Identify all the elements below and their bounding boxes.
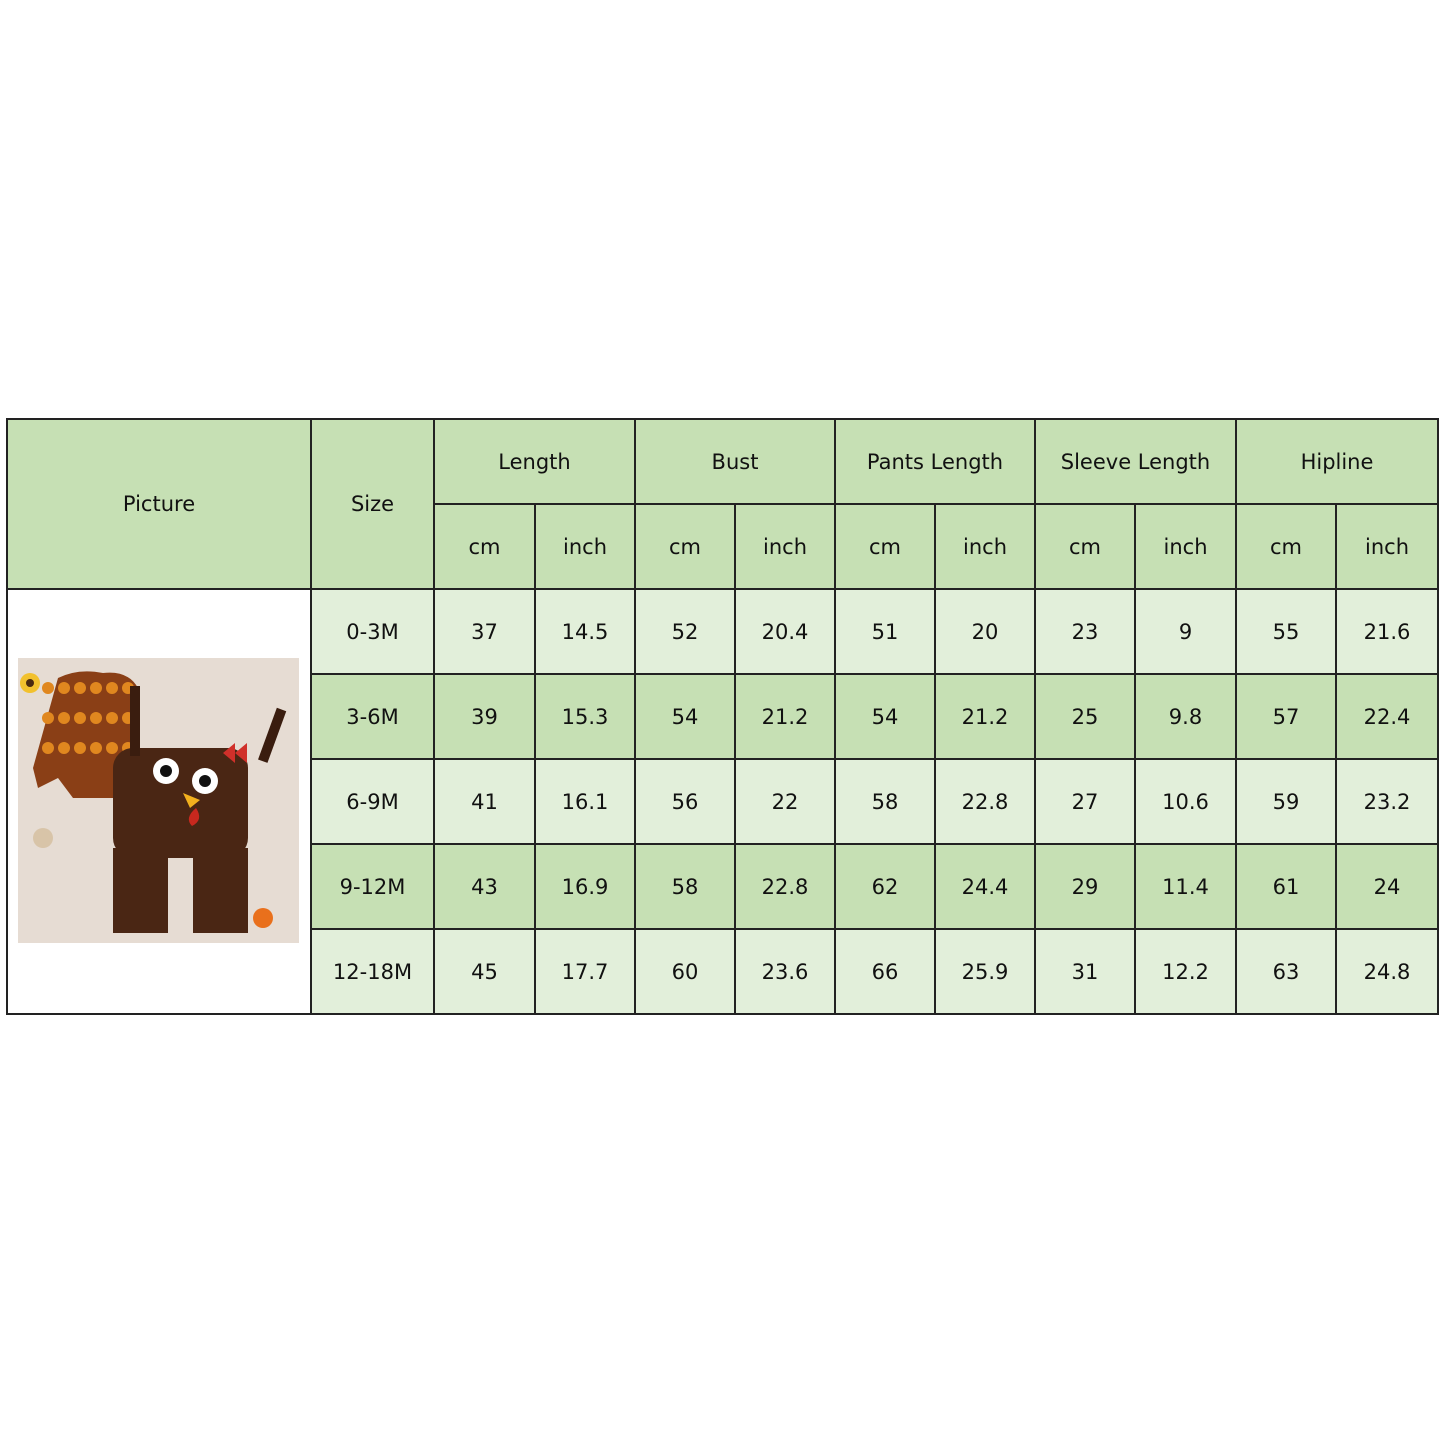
header-unit-cm: cm <box>834 503 936 590</box>
size-cell: 3-6M <box>310 673 435 760</box>
sunflower-icon <box>20 673 40 693</box>
header-bust: Bust <box>634 418 836 505</box>
value-cell: 43 <box>433 843 536 930</box>
header-row-groups: Picture Size Length Bust Pants Length Sl… <box>6 418 1439 590</box>
size-chart-table: Picture Size Length Bust Pants Length Sl… <box>6 418 1439 1015</box>
header-unit-inch: inch <box>934 503 1036 590</box>
size-cell: 9-12M <box>310 843 435 930</box>
value-cell: 31 <box>1034 928 1136 1015</box>
value-cell: 24.8 <box>1335 928 1439 1015</box>
value-cell: 23 <box>1034 588 1136 675</box>
value-cell: 17.7 <box>534 928 636 1015</box>
value-cell: 22.8 <box>934 758 1036 845</box>
header-unit-inch: inch <box>534 503 636 590</box>
value-cell: 15.3 <box>534 673 636 760</box>
header-hipline: Hipline <box>1235 418 1439 505</box>
size-cell: 12-18M <box>310 928 435 1015</box>
header-unit-inch: inch <box>1134 503 1237 590</box>
value-cell: 66 <box>834 928 936 1015</box>
value-cell: 20 <box>934 588 1036 675</box>
value-cell: 54 <box>834 673 936 760</box>
value-cell: 23.2 <box>1335 758 1439 845</box>
value-cell: 37 <box>433 588 536 675</box>
value-cell: 63 <box>1235 928 1337 1015</box>
value-cell: 25 <box>1034 673 1136 760</box>
value-cell: 22.8 <box>734 843 836 930</box>
table-row: 3-6M 39 15.3 54 21.2 54 21.2 25 9.8 57 22.4 <box>7 673 1439 760</box>
header-unit-inch: inch <box>1335 503 1439 590</box>
value-cell: 24.4 <box>934 843 1036 930</box>
value-cell: 21.6 <box>1335 588 1439 675</box>
value-cell: 10.6 <box>1134 758 1237 845</box>
value-cell: 21.2 <box>934 673 1036 760</box>
value-cell: 14.5 <box>534 588 636 675</box>
value-cell: 21.2 <box>734 673 836 760</box>
value-cell: 55 <box>1235 588 1337 675</box>
table-row: 12-18M 45 17.7 60 23.6 66 25.9 31 12.2 63 24.8 <box>7 928 1439 1015</box>
value-cell: 22.4 <box>1335 673 1439 760</box>
value-cell: 60 <box>634 928 736 1015</box>
value-cell: 16.1 <box>534 758 636 845</box>
value-cell: 45 <box>433 928 536 1015</box>
header-unit-inch: inch <box>734 503 836 590</box>
header-unit-cm: cm <box>1235 503 1337 590</box>
value-cell: 59 <box>1235 758 1337 845</box>
value-cell: 57 <box>1235 673 1337 760</box>
value-cell: 20.4 <box>734 588 836 675</box>
value-cell: 22 <box>734 758 836 845</box>
table-row: 6-9M 41 16.1 56 22 58 22.8 27 10.6 59 23.2 <box>7 758 1439 845</box>
header-picture: Picture <box>6 418 312 590</box>
header-length: Length <box>433 418 636 505</box>
value-cell: 61 <box>1235 843 1337 930</box>
header-row-units: cm inch cm inch cm inch cm inch cm inch <box>7 503 1439 590</box>
header-unit-cm: cm <box>1034 503 1136 590</box>
value-cell: 41 <box>433 758 536 845</box>
size-cell: 6-9M <box>310 758 435 845</box>
value-cell: 24 <box>1335 843 1439 930</box>
table-row: 9-12M 43 16.9 58 22.8 62 24.4 29 11.4 61 24 <box>7 843 1439 930</box>
value-cell: 29 <box>1034 843 1136 930</box>
value-cell: 25.9 <box>934 928 1036 1015</box>
value-cell: 11.4 <box>1134 843 1237 930</box>
value-cell: 52 <box>634 588 736 675</box>
value-cell: 9 <box>1134 588 1237 675</box>
value-cell: 51 <box>834 588 936 675</box>
value-cell: 54 <box>634 673 736 760</box>
header-sleeve-length: Sleeve Length <box>1034 418 1237 505</box>
value-cell: 56 <box>634 758 736 845</box>
product-picture-cell <box>6 588 312 1015</box>
value-cell: 27 <box>1034 758 1136 845</box>
value-cell: 12.2 <box>1134 928 1237 1015</box>
size-cell: 0-3M <box>310 588 435 675</box>
value-cell: 23.6 <box>734 928 836 1015</box>
product-photo <box>18 658 299 943</box>
value-cell: 58 <box>834 758 936 845</box>
value-cell: 39 <box>433 673 536 760</box>
header-pants-length: Pants Length <box>834 418 1036 505</box>
header-size: Size <box>310 418 435 590</box>
value-cell: 58 <box>634 843 736 930</box>
table-row: 0-3M 37 14.5 52 20.4 51 20 23 9 55 21.6 <box>6 588 1439 1015</box>
header-unit-cm: cm <box>433 503 536 590</box>
value-cell: 9.8 <box>1134 673 1237 760</box>
value-cell: 62 <box>834 843 936 930</box>
header-unit-cm: cm <box>634 503 736 590</box>
value-cell: 16.9 <box>534 843 636 930</box>
